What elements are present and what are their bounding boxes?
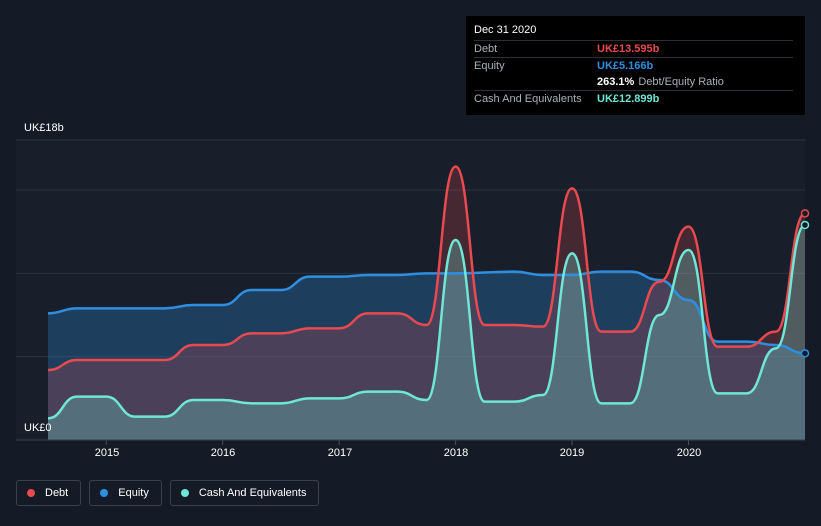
tooltip-cash-value: UK£12.899b [597, 93, 660, 105]
tooltip-debt-label: Debt [474, 43, 498, 55]
legend-item-cash[interactable]: Cash And Equivalents [169, 480, 320, 506]
x-tick-2015: 2015 [94, 447, 120, 459]
tooltip-row-cash: Cash And Equivalents UK£12.899b [474, 90, 793, 107]
tooltip-cash-label: Cash And Equivalents [474, 93, 582, 105]
tooltip-ratio-label [474, 74, 597, 90]
cash-end-marker [800, 220, 810, 230]
legend-cash-dot-icon [180, 489, 189, 497]
equity-end-marker [800, 349, 810, 358]
cash-line [47, 223, 806, 420]
legend-item-equity[interactable]: Equity [89, 480, 162, 506]
x-tick-2020: 2020 [676, 447, 702, 459]
y-axis-bottom-label: UK£0 [24, 422, 52, 434]
tooltip-ratio-value: 263.1% [597, 76, 635, 88]
legend-debt-dot-icon [27, 489, 35, 497]
legend-equity-dot-icon [100, 489, 109, 497]
tooltip-date: Dec 31 2020 [474, 24, 537, 36]
tooltip-ratio-caption: Debt/Equity Ratio [638, 76, 724, 88]
tooltip-debt-value: UK£13.595b [597, 43, 660, 55]
debt-end-marker [800, 209, 810, 218]
chart-legend: Debt Equity Cash And Equivalents [16, 480, 320, 506]
x-tick-2019: 2019 [559, 447, 585, 459]
tooltip-equity-value: UK£5.166b [597, 60, 654, 72]
x-tick-2018: 2018 [443, 447, 469, 459]
debt-line [47, 165, 806, 372]
equity-area [48, 271, 805, 440]
equity-line [47, 270, 806, 355]
x-tick-2016: 2016 [210, 447, 236, 459]
data-tooltip: Dec 31 2020 Debt UK£13.595b Equity UK£5.… [466, 16, 805, 115]
legend-equity-label: Equity [118, 487, 149, 499]
legend-cash-label: Cash And Equivalents [198, 487, 307, 499]
tooltip-equity-label: Equity [474, 60, 505, 72]
tooltip-row-ratio: 263.1% Debt/Equity Ratio [474, 74, 793, 90]
x-tick-2017: 2017 [327, 447, 353, 459]
tooltip-row-debt: Debt UK£13.595b [474, 40, 793, 57]
cash-area [48, 225, 805, 440]
legend-item-debt[interactable]: Debt [16, 480, 82, 506]
y-axis-top-label: UK£18b [24, 122, 64, 134]
legend-debt-label: Debt [45, 487, 69, 499]
tooltip-row-equity: Equity UK£5.166b [474, 57, 793, 74]
debt-area [48, 166, 805, 440]
